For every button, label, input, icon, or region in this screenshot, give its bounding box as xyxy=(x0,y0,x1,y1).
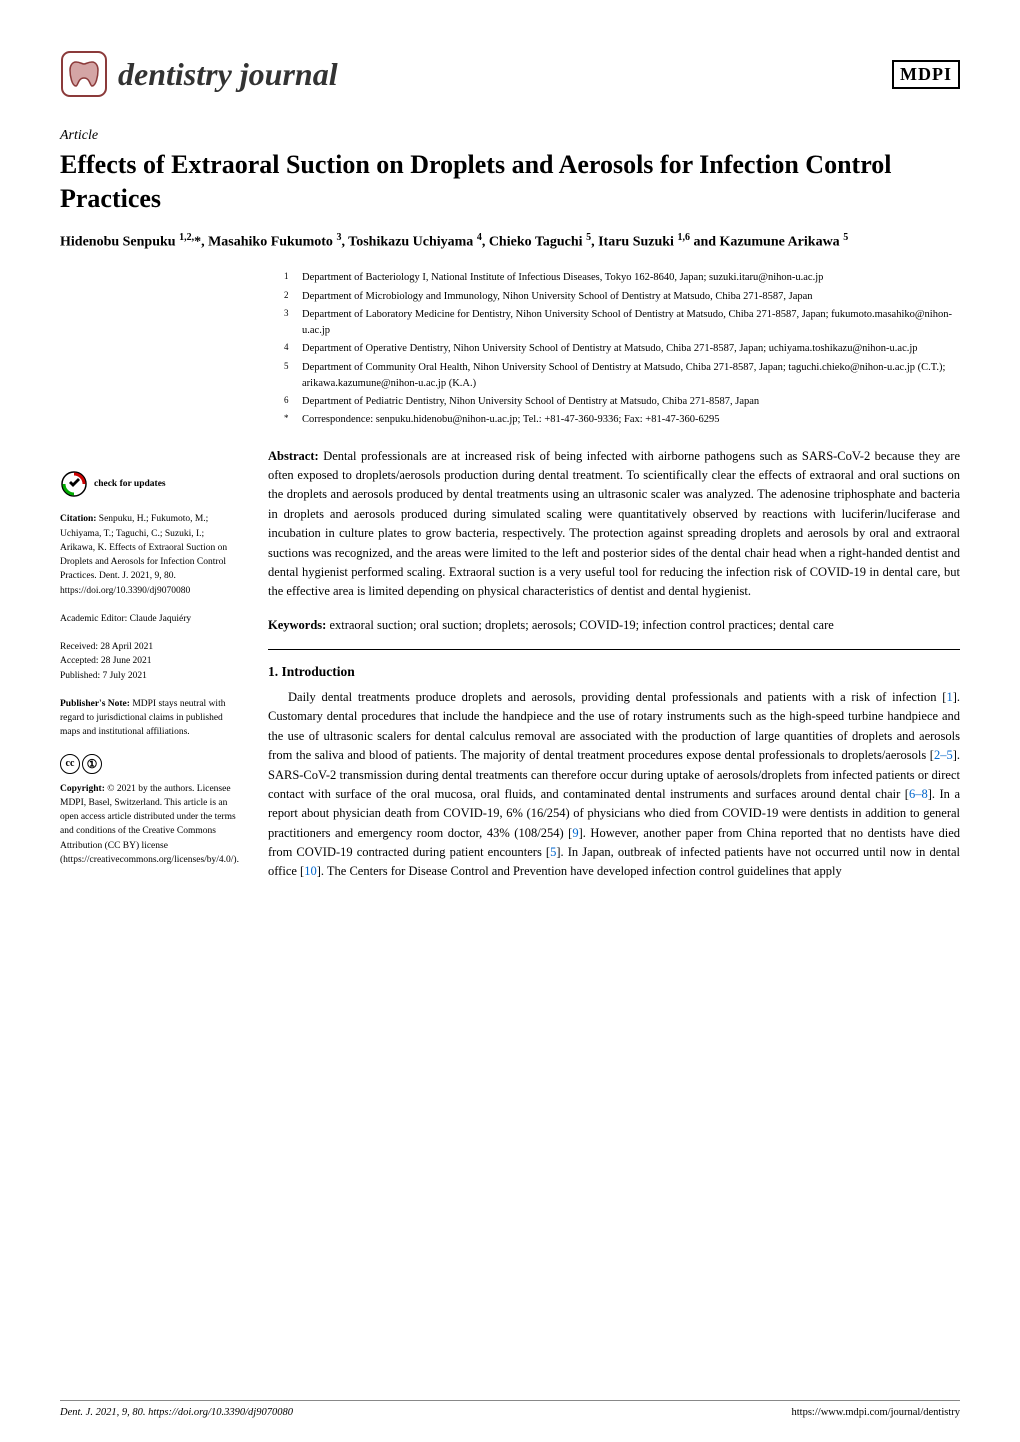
editor-label: Academic Editor: xyxy=(60,614,127,624)
affiliation-number: 1 xyxy=(284,270,292,286)
check-updates-icon xyxy=(60,470,88,498)
abstract-text: Dental professionals are at increased ri… xyxy=(268,449,960,599)
header: dentistry journal MDPI xyxy=(60,50,960,98)
note-label: Publisher's Note: xyxy=(60,699,130,709)
by-icon: ① xyxy=(82,754,102,774)
check-updates-label: check for updates xyxy=(94,477,166,491)
publisher-logo: MDPI xyxy=(892,60,960,89)
affiliation-text: Department of Operative Dentistry, Nihon… xyxy=(302,341,918,357)
received-date: Received: 28 April 2021 xyxy=(60,640,240,654)
check-updates-badge[interactable]: check for updates xyxy=(60,470,240,498)
affiliation-number: 5 xyxy=(284,360,292,393)
article-type: Article xyxy=(60,128,960,144)
affiliation-row: 1 Department of Bacteriology I, National … xyxy=(284,270,960,286)
tooth-icon xyxy=(60,50,108,98)
affiliation-number: 2 xyxy=(284,289,292,305)
affiliations: 1 Department of Bacteriology I, National … xyxy=(268,270,960,428)
accepted-date: Accepted: 28 June 2021 xyxy=(60,654,240,668)
reference-link[interactable]: 2–5 xyxy=(934,748,953,762)
copyright-label: Copyright: xyxy=(60,784,105,794)
citation-block: Citation: Senpuku, H.; Fukumoto, M.; Uch… xyxy=(60,512,240,598)
main-columns: check for updates Citation: Senpuku, H.;… xyxy=(60,270,960,882)
affiliation-text: Department of Laboratory Medicine for De… xyxy=(302,307,960,340)
affiliation-text: Department of Community Oral Health, Nih… xyxy=(302,360,960,393)
cc-icon: cc xyxy=(60,754,80,774)
editor-block: Academic Editor: Claude Jaquiéry xyxy=(60,612,240,626)
authors: Hidenobu Senpuku 1,2,*, Masahiko Fukumot… xyxy=(60,232,960,251)
reference-link[interactable]: 10 xyxy=(304,864,317,878)
abstract-label: Abstract: xyxy=(268,449,319,463)
section-divider xyxy=(268,649,960,650)
editor-name: Claude Jaquiéry xyxy=(130,614,191,624)
publishers-note: Publisher's Note: MDPI stays neutral wit… xyxy=(60,697,240,740)
keywords-text: extraoral suction; oral suction; droplet… xyxy=(329,618,833,632)
journal-logo: dentistry journal xyxy=(60,50,338,98)
main-content: 1 Department of Bacteriology I, National … xyxy=(268,270,960,882)
keywords-label: Keywords: xyxy=(268,618,326,632)
reference-link[interactable]: 5 xyxy=(550,845,556,859)
copyright-text: © 2021 by the authors. Licensee MDPI, Ba… xyxy=(60,784,239,865)
affiliation-text: Department of Pediatric Dentistry, Nihon… xyxy=(302,394,759,410)
published-date: Published: 7 July 2021 xyxy=(60,669,240,683)
keywords: Keywords: extraoral suction; oral suctio… xyxy=(268,616,960,635)
dates-block: Received: 28 April 2021 Accepted: 28 Jun… xyxy=(60,640,240,683)
reference-link[interactable]: 9 xyxy=(572,826,578,840)
reference-link[interactable]: 1 xyxy=(946,690,952,704)
article-title: Effects of Extraoral Suction on Droplets… xyxy=(60,148,960,216)
sidebar: check for updates Citation: Senpuku, H.;… xyxy=(60,270,240,882)
affiliation-row: 3 Department of Laboratory Medicine for D… xyxy=(284,307,960,340)
affiliation-number: 4 xyxy=(284,341,292,357)
page-footer: Dent. J. 2021, 9, 80. https://doi.org/10… xyxy=(60,1400,960,1418)
affiliation-row: 6 Department of Pediatric Dentistry, Niho… xyxy=(284,394,960,410)
affiliation-number: 3 xyxy=(284,307,292,340)
affiliation-row: 4 Department of Operative Dentistry, Niho… xyxy=(284,341,960,357)
introduction-heading: 1. Introduction xyxy=(268,664,960,680)
affiliation-text: Correspondence: senpuku.hidenobu@nihon-u… xyxy=(302,412,719,428)
journal-name: dentistry journal xyxy=(118,56,338,93)
copyright-block: Copyright: © 2021 by the authors. Licens… xyxy=(60,782,240,868)
cc-license-badge[interactable]: cc ① xyxy=(60,754,102,774)
citation-text: Senpuku, H.; Fukumoto, M.; Uchiyama, T.;… xyxy=(60,514,227,595)
footer-url[interactable]: https://www.mdpi.com/journal/dentistry xyxy=(792,1407,960,1418)
affiliation-row: 5 Department of Community Oral Health, Ni… xyxy=(284,360,960,393)
affiliation-number: 6 xyxy=(284,394,292,410)
footer-citation: Dent. J. 2021, 9, 80. https://doi.org/10… xyxy=(60,1407,293,1418)
abstract: Abstract: Dental professionals are at in… xyxy=(268,447,960,602)
affiliation-text: Department of Bacteriology I, National I… xyxy=(302,270,823,286)
reference-link[interactable]: 6–8 xyxy=(909,787,928,801)
citation-label: Citation: xyxy=(60,514,96,524)
introduction-paragraph: Daily dental treatments produce droplets… xyxy=(268,688,960,882)
affiliation-number: * xyxy=(284,412,292,428)
affiliation-row: 2 Department of Microbiology and Immunolo… xyxy=(284,289,960,305)
affiliation-text: Department of Microbiology and Immunolog… xyxy=(302,289,813,305)
affiliation-row: * Correspondence: senpuku.hidenobu@nihon-… xyxy=(284,412,960,428)
